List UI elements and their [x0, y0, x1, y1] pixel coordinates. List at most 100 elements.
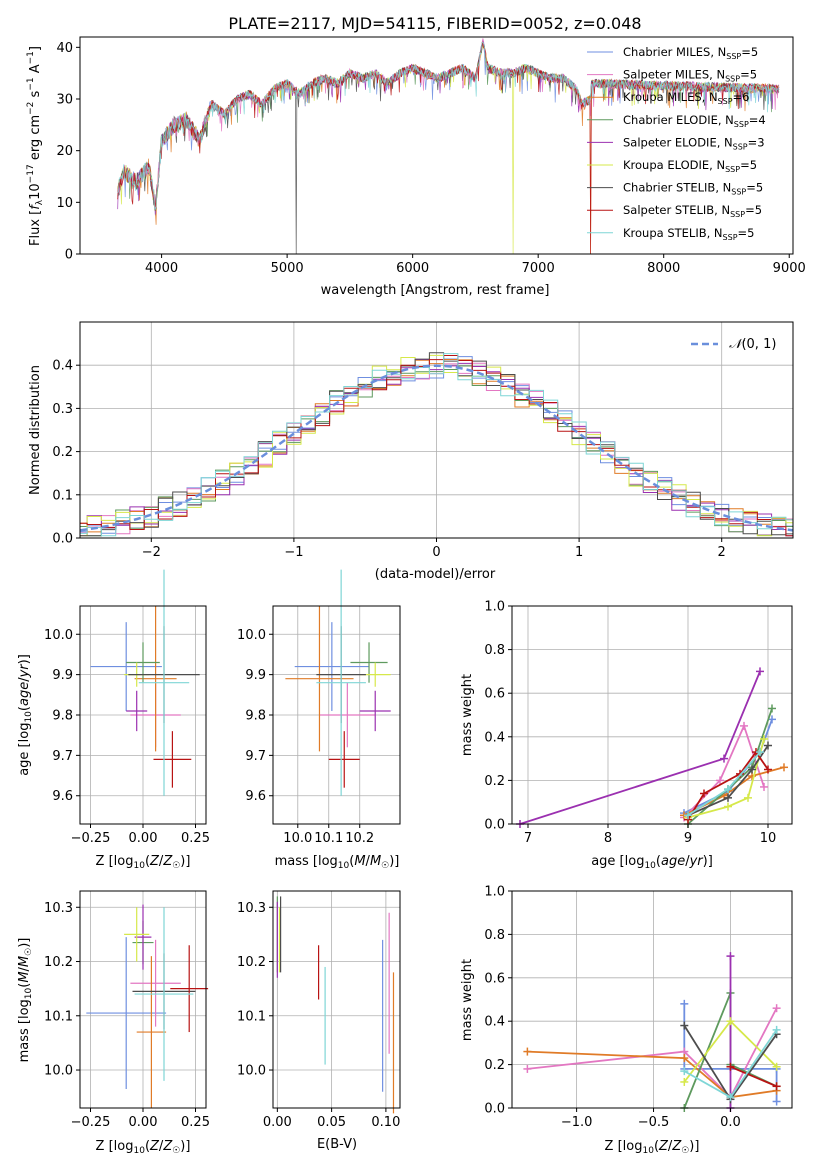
y-tick-label: 9.9: [52, 668, 73, 683]
ebv-panel: 0.00 0.05 0.10 10.0 10.1 10.2 10.3: [237, 890, 401, 1130]
x-tick-label: 0.00: [263, 1115, 292, 1130]
y-tick-label: 9.8: [52, 709, 73, 724]
x-tick-label: −1: [284, 545, 303, 560]
spectrum-ylabel: Flux [fλ10−17 erg cm−2 s−1 A−1]: [26, 46, 45, 246]
legend-label: Kroupa STELIB, NSSP=5: [623, 226, 754, 242]
y-tick-label: 0: [65, 248, 73, 263]
x-tick-label: 10.2: [345, 831, 374, 846]
x-tick-label: 0.25: [181, 831, 210, 846]
y-tick-label: 10.3: [237, 901, 266, 916]
massweight-series-line: [527, 1007, 778, 1099]
y-tick-label: 10.0: [237, 1064, 266, 1079]
residual-panel: −2 −1 0 1 2 0.0 0.1 0.2 0.3 0.4 (data-model)/erro…: [28, 321, 794, 582]
x-tick-label: 2: [718, 545, 726, 560]
massweight-vs-Z-xlabel: Z [log10(Z/Z☉)]: [605, 1139, 700, 1156]
y-tick-label: 10.0: [237, 628, 266, 643]
y-tick-label: 0.0: [484, 818, 505, 833]
legend-subscript: SSP: [725, 75, 740, 84]
normal-curve: [79, 364, 794, 532]
legend-subscript: SSP: [730, 210, 745, 219]
x-tick-label: 8000: [647, 261, 680, 276]
spectrum-title: PLATE=2117, MJD=54115, FIBERID=0052, z=0…: [228, 14, 641, 33]
x-tick-label: 0: [432, 545, 440, 560]
massweight-series-line: [683, 723, 765, 819]
x-tick-label: 7: [524, 831, 532, 846]
legend-label: Chabrier ELODIE, NSSP=4: [623, 113, 766, 129]
x-tick-label: −0.25: [71, 831, 111, 846]
massweight-series-line: [519, 671, 761, 825]
legend-value: =5: [746, 181, 763, 195]
x-tick-label: 4000: [145, 261, 178, 276]
residual-histogram: [80, 353, 793, 537]
x-tick-label: 0.05: [317, 1115, 346, 1130]
massweight-vs-Z-ylabel: mass weight: [460, 959, 475, 1041]
legend-label: Chabrier STELIB, NSSP=5: [623, 181, 763, 197]
y-tick-label: 0.1: [52, 488, 73, 503]
mass-vs-Z-panel: −0.25 0.00 0.25 10.0 10.1 10.2 10.3: [44, 890, 210, 1130]
x-tick-label: 6000: [396, 261, 429, 276]
legend-subscript: SSP: [726, 52, 741, 61]
massweight-vs-age-ylabel: mass weight: [460, 674, 475, 756]
y-tick-label: 40: [56, 41, 73, 56]
residual-histogram: [80, 359, 793, 533]
x-tick-label: 10: [760, 831, 777, 846]
x-tick-label: 10.0: [283, 831, 312, 846]
x-tick-label: 1: [575, 545, 583, 560]
massweight-vs-Z-panel: −1.0 −0.5 0.0 0.0 0.2 0.4 0.6 0.8 1.0: [484, 885, 793, 1130]
y-tick-label: 0.0: [52, 532, 73, 547]
residual-ticks: −2 −1 0 1 2 0.0 0.1 0.2 0.3 0.4: [52, 359, 726, 560]
y-tick-label: 0.2: [484, 1058, 505, 1073]
y-tick-label: 20: [56, 144, 73, 159]
y-tick-label: 0.4: [484, 730, 505, 745]
legend-value: =5: [741, 45, 758, 59]
y-tick-label: 0.6: [484, 971, 505, 986]
legend-label: Salpeter MILES, NSSP=5: [623, 68, 757, 84]
massweight-series-line: [527, 1050, 777, 1099]
axes-frame: [272, 890, 401, 1109]
x-tick-label: 0.00: [129, 831, 158, 846]
y-tick-label: 9.7: [52, 749, 73, 764]
spectrum-panel: PLATE=2117, MJD=54115, FIBERID=0052, z=0…: [26, 14, 806, 298]
residual-ylabel: Normed distribution: [28, 365, 43, 495]
age-vs-mass-xlabel: mass [log10(M/M☉)]: [275, 854, 400, 871]
x-tick-label: 9: [684, 831, 692, 846]
legend-subscript: SSP: [725, 165, 740, 174]
residual-xlabel: (data-model)/error: [375, 567, 496, 582]
massweight-vs-age-panel: 7 8 9 10 0.0 0.2 0.4 0.6 0.8 1.0: [484, 600, 793, 846]
legend-value: =4: [749, 113, 766, 127]
y-tick-label: 30: [56, 93, 73, 108]
y-tick-label: 9.6: [245, 789, 266, 804]
x-tick-label: 5000: [271, 261, 304, 276]
legend-value: =5: [740, 158, 757, 172]
x-tick-label: 0.0: [720, 1115, 741, 1130]
y-tick-label: 0.2: [484, 774, 505, 789]
mass-vs-Z-xlabel: Z [log10(Z/Z☉)]: [96, 1139, 191, 1156]
y-tick-label: 0.3: [52, 402, 73, 417]
y-tick-label: 1.0: [484, 600, 505, 615]
y-tick-label: 9.7: [245, 749, 266, 764]
y-tick-label: 10.3: [44, 901, 73, 916]
y-tick-label: 10.2: [44, 955, 73, 970]
axes-frame: [511, 605, 793, 825]
residual-histograms: [79, 352, 794, 537]
legend-subscript: SSP: [731, 188, 746, 197]
y-tick-label: 0.0: [484, 1102, 505, 1117]
x-tick-label: 7000: [522, 261, 555, 276]
legend-value: =5: [740, 68, 757, 82]
residual-histogram: [80, 354, 793, 537]
legend-subscript: SSP: [723, 233, 738, 242]
spectrum-series-line: [117, 41, 780, 211]
y-tick-label: 10.0: [44, 1064, 73, 1079]
legend-label: Salpeter STELIB, NSSP=5: [623, 203, 762, 219]
age-vs-mass-panel: 10.0 10.1 10.29.69.79.89.910.0: [237, 569, 401, 846]
y-tick-label: 0.2: [52, 445, 73, 460]
legend-value: =6: [733, 90, 750, 104]
y-tick-label: 10: [56, 196, 73, 211]
y-tick-label: 10.1: [237, 1009, 266, 1024]
massweight-series-line: [687, 738, 765, 819]
age-vs-Z-ylabel: age [log10(age/yr)]: [17, 654, 34, 776]
x-tick-label: 8: [604, 831, 612, 846]
spectrum-ticks: 4000 5000 6000 7000 8000 9000 0 10 20 30 40: [56, 41, 805, 276]
spectrum-xlabel: wavelength [Angstrom, rest frame]: [321, 283, 550, 298]
axes-frame: [511, 890, 793, 1109]
